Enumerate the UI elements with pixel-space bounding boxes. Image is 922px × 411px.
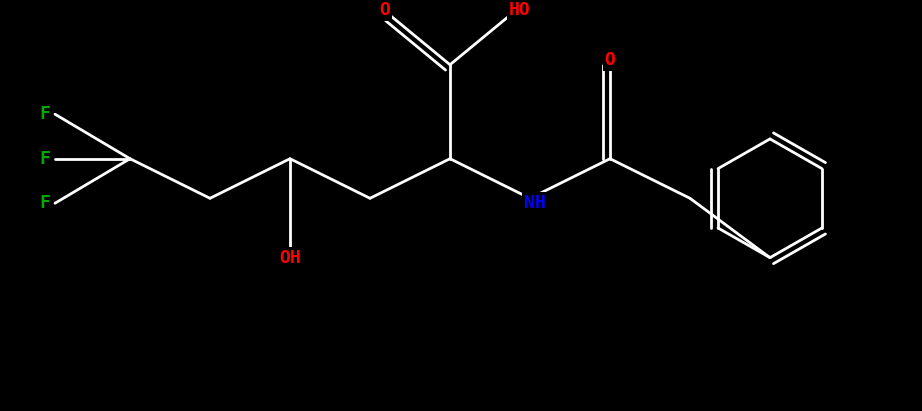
Text: O: O — [605, 51, 616, 69]
Text: F: F — [40, 105, 51, 123]
Text: HO: HO — [509, 1, 531, 19]
Text: O: O — [380, 1, 390, 19]
Text: NH: NH — [524, 194, 546, 212]
Text: F: F — [40, 194, 51, 212]
Text: F: F — [40, 150, 51, 168]
Text: OH: OH — [279, 249, 301, 267]
